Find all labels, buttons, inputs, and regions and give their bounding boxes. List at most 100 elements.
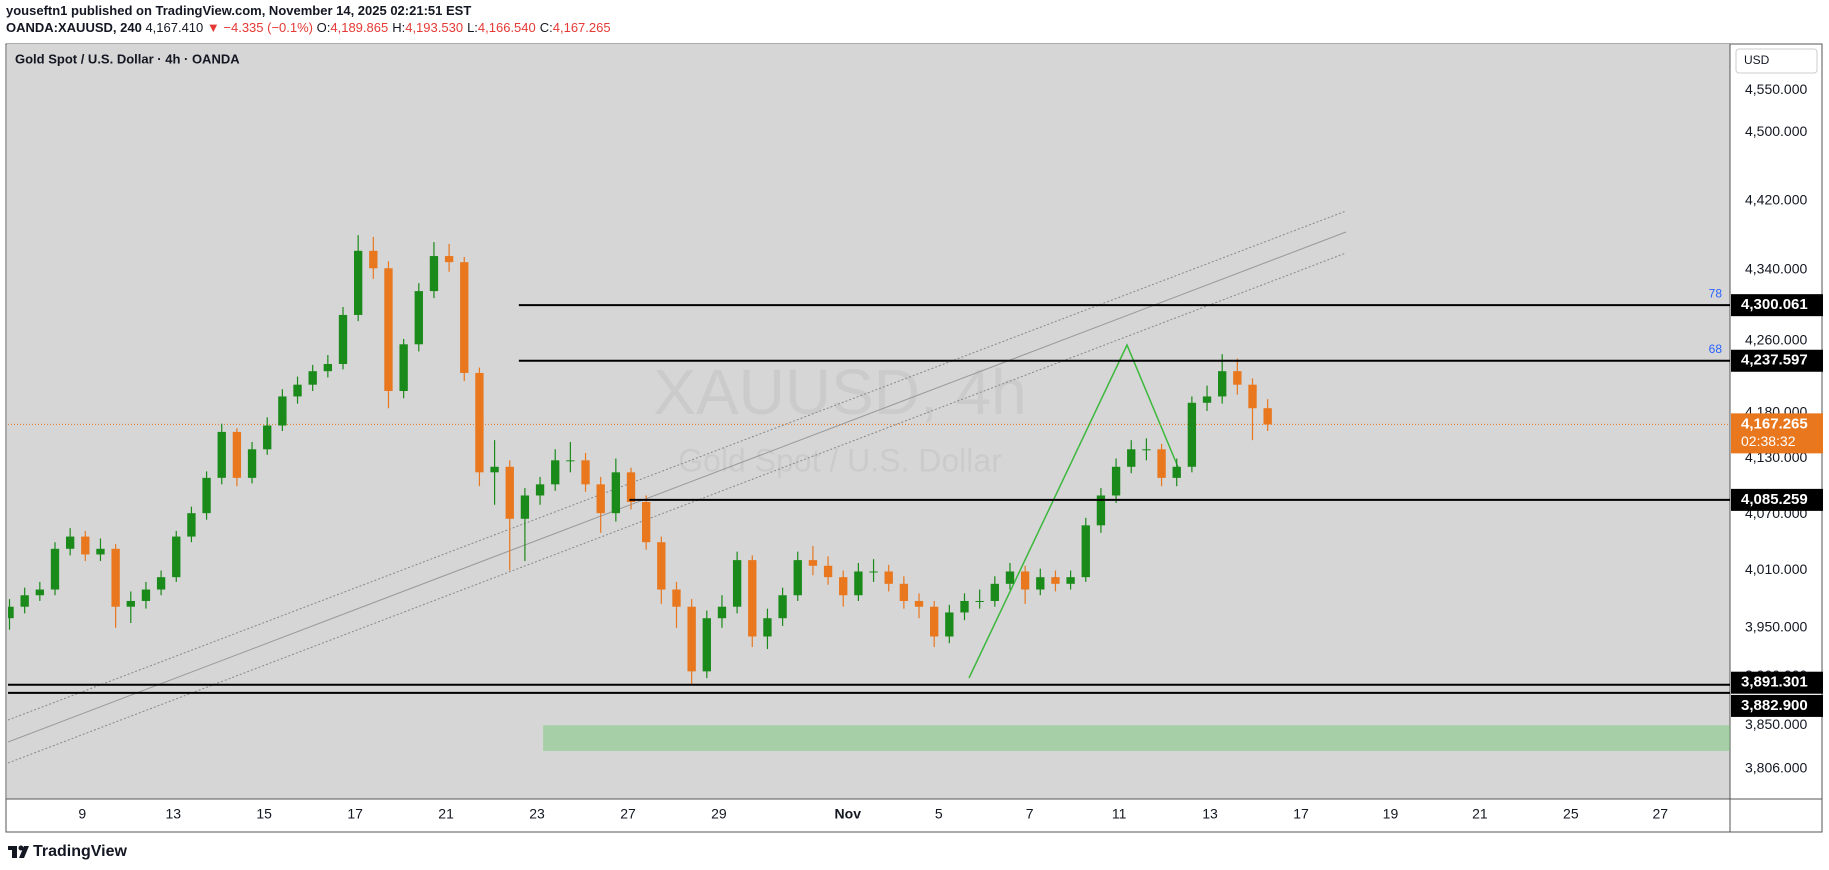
- plot: [8, 235, 1730, 752]
- ohlc-label: C:: [539, 20, 553, 35]
- y-tick-label: 4,340.000: [1745, 261, 1807, 277]
- x-tick-label: 23: [529, 806, 545, 822]
- candle-body: [1263, 408, 1272, 425]
- candle-body: [323, 363, 333, 372]
- price-tag-label: 4,300.061: [1741, 296, 1808, 313]
- watermark: XAUUSD, 4h: [653, 356, 1026, 428]
- last-price: 4,167.410: [145, 20, 204, 35]
- candle-body: [232, 431, 242, 478]
- candle-body: [1066, 577, 1075, 584]
- header: youseftn1 published on TradingView.com, …: [6, 2, 615, 36]
- y-tick-label: 4,010.000: [1745, 561, 1807, 577]
- ohlc-label: H:: [392, 20, 406, 35]
- x-tick-label: 17: [347, 806, 363, 822]
- candle-body: [475, 372, 484, 473]
- x-tick-label: 13: [165, 806, 181, 822]
- demand-zone: [543, 725, 1730, 752]
- fib-label: 68: [1709, 342, 1723, 356]
- candle-body: [141, 589, 151, 601]
- logo-mark: [18, 845, 24, 851]
- candle-body: [687, 606, 696, 672]
- y-tick-label: 4,420.000: [1745, 191, 1807, 207]
- candle-body: [839, 577, 848, 596]
- x-tick-label: Nov: [835, 806, 862, 822]
- candle-body: [65, 536, 75, 549]
- candle-body: [1081, 525, 1090, 578]
- price-tag: [1731, 294, 1823, 317]
- candle-body: [1111, 466, 1121, 496]
- candle-body: [551, 460, 560, 485]
- candle-body: [914, 600, 924, 607]
- ohlc-value: 4,166.540: [477, 20, 536, 35]
- price-tag-label: 3,882.900: [1741, 697, 1808, 714]
- logo-mark: [19, 846, 29, 858]
- candle-body: [596, 484, 605, 514]
- publisher: youseftn1 published on TradingView.com, …: [6, 3, 472, 18]
- candle-body: [338, 314, 348, 364]
- candle-body: [369, 250, 378, 269]
- candle-body: [35, 589, 45, 596]
- x-tick-label: 21: [1472, 806, 1488, 822]
- candle-body: [1248, 384, 1257, 409]
- x-tick-label: 27: [620, 806, 636, 822]
- ohlc-value: 4,189.865: [330, 20, 389, 35]
- channel-line: [8, 231, 1347, 743]
- candle-body: [1187, 402, 1197, 467]
- x-tick-label: 17: [1293, 806, 1309, 822]
- candle-body: [96, 548, 105, 555]
- candle-body: [308, 371, 317, 385]
- price-tag: [1731, 671, 1823, 694]
- x-tick-label: 5: [935, 806, 943, 822]
- candle-body: [960, 600, 969, 613]
- price-tag-label: 4,085.259: [1741, 491, 1808, 508]
- ohlc-value: 4,167.265: [552, 20, 611, 35]
- candle-body: [1172, 466, 1181, 478]
- candle-body: [990, 583, 999, 601]
- currency: USD: [1744, 53, 1770, 67]
- candle-body: [353, 250, 363, 315]
- candle-body: [81, 536, 90, 555]
- candle-body: [1218, 371, 1227, 397]
- candle-body: [202, 477, 211, 514]
- candle-body: [823, 565, 833, 578]
- x-tick-label: 25: [1563, 806, 1579, 822]
- candle-body: [854, 571, 863, 596]
- x-tick-label: 19: [1383, 806, 1399, 822]
- candle-body: [429, 256, 439, 292]
- candle-body: [657, 542, 666, 590]
- candle-body: [1202, 396, 1212, 403]
- countdown: 02:38:32: [1741, 433, 1796, 449]
- y-tick-label: 4,260.000: [1745, 331, 1807, 347]
- candle-body: [444, 256, 454, 263]
- candle-body: [172, 536, 181, 578]
- candle-body: [384, 268, 393, 392]
- candle-body: [263, 425, 272, 450]
- candle-body: [8, 606, 14, 619]
- y-tick-label: 4,550.000: [1745, 81, 1807, 97]
- y-tick-label: 4,500.000: [1745, 123, 1807, 139]
- candle-body: [732, 560, 742, 607]
- candle-body: [763, 618, 772, 637]
- channel-line: [8, 210, 1347, 721]
- ohlc: O:4,189.865 H:4,193.530 L:4,166.540 C:4,167…: [317, 20, 615, 35]
- candle-body: [930, 606, 939, 637]
- price-tag: [1731, 488, 1823, 511]
- pattern-line: [968, 343, 1179, 679]
- candle-body: [581, 460, 590, 485]
- candle-body: [535, 484, 545, 496]
- ohlc-label: O:: [316, 20, 331, 35]
- candle-body: [672, 589, 681, 607]
- x-tick-label: 21: [438, 806, 454, 822]
- price-tag-label: 4,237.597: [1741, 352, 1808, 369]
- candle-body: [778, 595, 787, 619]
- currency-box[interactable]: [1735, 48, 1818, 74]
- candle-body: [278, 396, 287, 426]
- x-tick-label: 7: [1026, 806, 1034, 822]
- candle-body: [50, 548, 60, 590]
- candle-body: [808, 560, 818, 566]
- ohlc-value: 4,193.530: [405, 20, 464, 35]
- candle-body: [111, 548, 120, 607]
- candle-body: [1036, 577, 1045, 590]
